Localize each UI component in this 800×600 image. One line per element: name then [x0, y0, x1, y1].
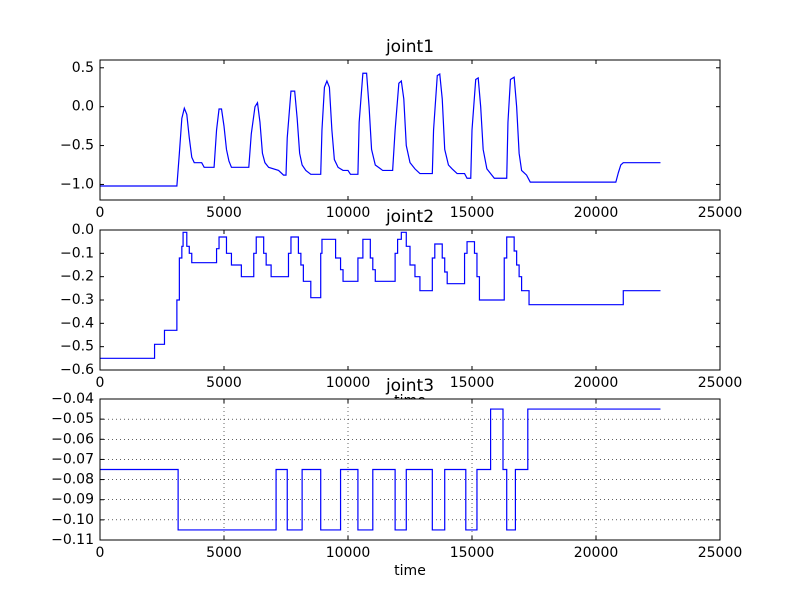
- chart-title: joint2: [385, 207, 434, 227]
- y-tick-label: −0.07: [51, 451, 94, 467]
- x-tick-label: 0: [96, 205, 105, 221]
- y-tick-label: −0.08: [51, 472, 94, 488]
- x-tick-label: 5000: [206, 205, 242, 221]
- y-tick-label: −0.06: [51, 431, 94, 447]
- chart-title: joint1: [385, 37, 434, 57]
- x-tick-label: 25000: [698, 545, 743, 561]
- data-line: [100, 408, 661, 531]
- x-tick-label: 20000: [574, 205, 619, 221]
- x-tick-label: 10000: [326, 545, 371, 561]
- y-tick-label: −0.04: [51, 391, 94, 407]
- data-line: [100, 231, 661, 359]
- y-tick-label: −0.3: [60, 292, 94, 308]
- y-tick-label: −0.1: [60, 245, 94, 261]
- data-line: [100, 72, 661, 187]
- y-tick-label: −0.5: [60, 138, 94, 154]
- axes-frame: [99, 229, 721, 371]
- y-tick-label: −0.11: [51, 532, 94, 548]
- y-tick-label: −0.5: [60, 339, 94, 355]
- x-tick-label: 5000: [206, 375, 242, 391]
- axes-frame: [99, 398, 721, 541]
- x-tick-label: 10000: [326, 205, 371, 221]
- x-tick-label: 20000: [574, 545, 619, 561]
- y-tick-label: 0.5: [72, 60, 94, 76]
- y-tick-label: −0.09: [51, 492, 94, 508]
- x-tick-label: 15000: [450, 205, 495, 221]
- x-tick-label: 25000: [698, 205, 743, 221]
- y-tick-label: −0.10: [51, 512, 94, 528]
- axes-background: [100, 60, 720, 200]
- y-tick-label: −0.6: [60, 362, 94, 378]
- x-axis-label: time: [394, 563, 426, 579]
- x-tick-label: 0: [96, 545, 105, 561]
- x-tick-label: 10000: [326, 375, 371, 391]
- x-tick-label: 0: [96, 375, 105, 391]
- axes-frame: [99, 59, 721, 201]
- y-tick-label: −1.0: [60, 176, 94, 192]
- x-tick-label: 5000: [206, 545, 242, 561]
- x-tick-label: 15000: [450, 545, 495, 561]
- y-tick-label: −0.2: [60, 269, 94, 285]
- y-tick-label: 0.0: [72, 99, 94, 115]
- x-tick-label: 15000: [450, 375, 495, 391]
- chart-title: joint3: [385, 376, 434, 396]
- y-tick-label: 0.0: [72, 222, 94, 238]
- x-tick-label: 20000: [574, 375, 619, 391]
- y-tick-label: −0.05: [51, 411, 94, 427]
- x-tick-label: 25000: [698, 375, 743, 391]
- y-tick-label: −0.4: [60, 315, 94, 331]
